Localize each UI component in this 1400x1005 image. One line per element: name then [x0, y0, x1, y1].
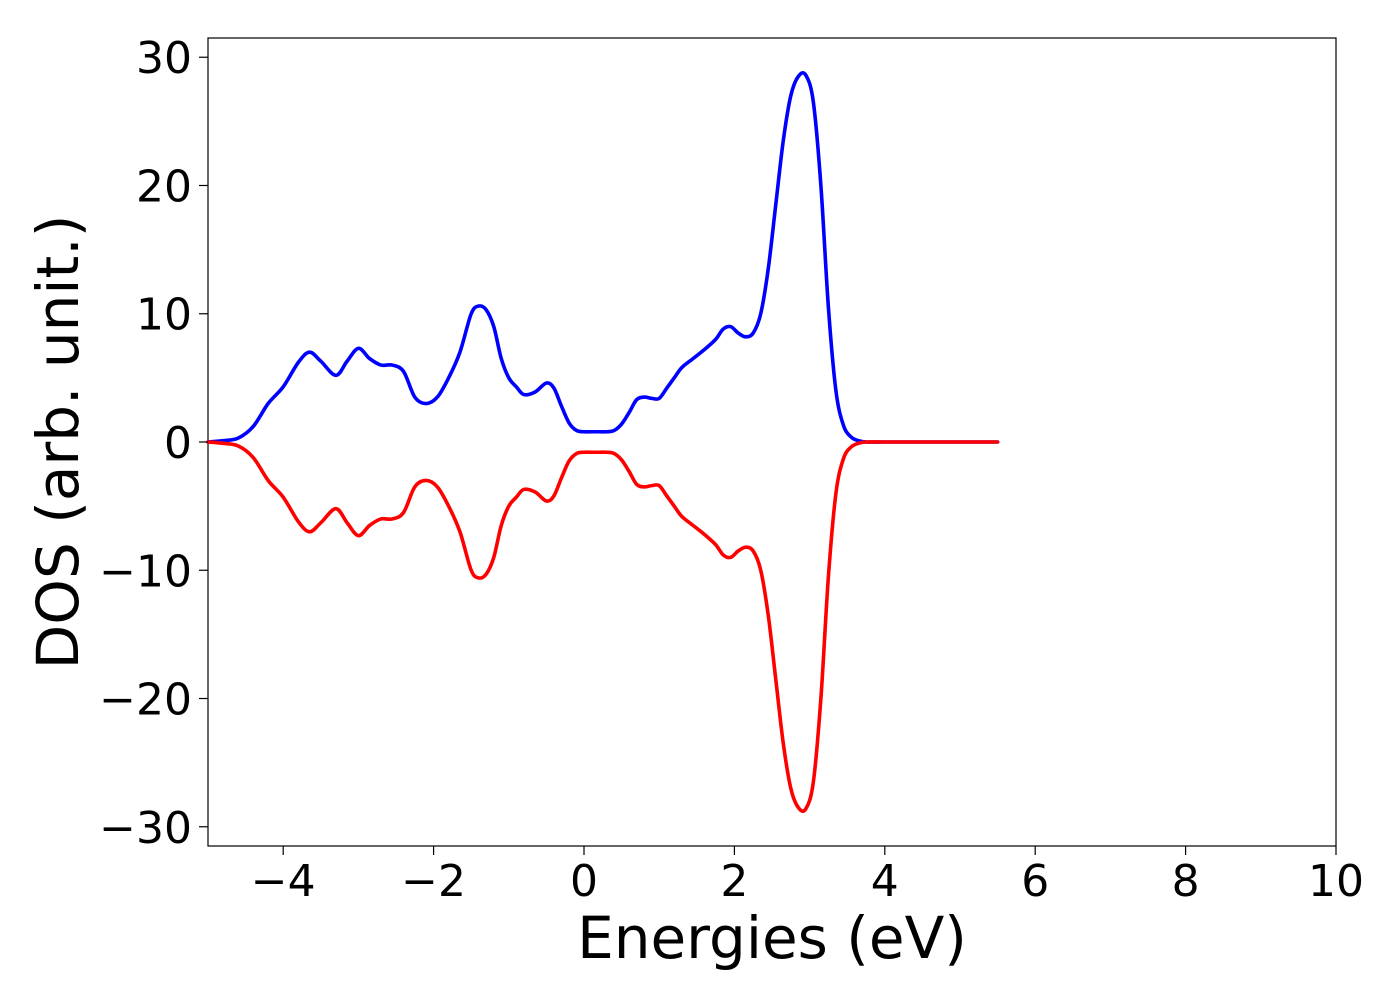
x-tick-label: 8: [1172, 856, 1200, 907]
x-tick-label: 2: [720, 856, 748, 907]
x-tick-label: 10: [1308, 856, 1364, 907]
x-tick-label: 0: [570, 856, 598, 907]
y-tick-label: 30: [136, 33, 192, 84]
series-line-1: [206, 71, 1000, 444]
x-tick-label: 4: [871, 856, 899, 907]
series-layer: [206, 71, 1000, 813]
x-axis-ticks: −4 −2 0 2 4 6 8 10: [251, 846, 1364, 907]
y-axis-ticks: 30 20 10 0 −10 −20 −30: [99, 33, 208, 854]
x-axis-title: Energies (eV): [577, 904, 967, 972]
x-tick-label: −4: [251, 856, 316, 907]
x-tick-label: 6: [1021, 856, 1049, 907]
y-tick-label: −30: [99, 803, 192, 854]
y-tick-label: 0: [164, 418, 192, 469]
y-tick-label: 10: [136, 290, 192, 341]
y-tick-label: −20: [99, 675, 192, 726]
y-tick-label: 20: [136, 161, 192, 212]
series-line-2: [206, 440, 1000, 813]
x-tick-label: −2: [401, 856, 466, 907]
plot-frame: [207, 37, 1337, 847]
y-axis-title: DOS (arb. unit.): [24, 215, 92, 670]
y-tick-label: −10: [99, 546, 192, 597]
